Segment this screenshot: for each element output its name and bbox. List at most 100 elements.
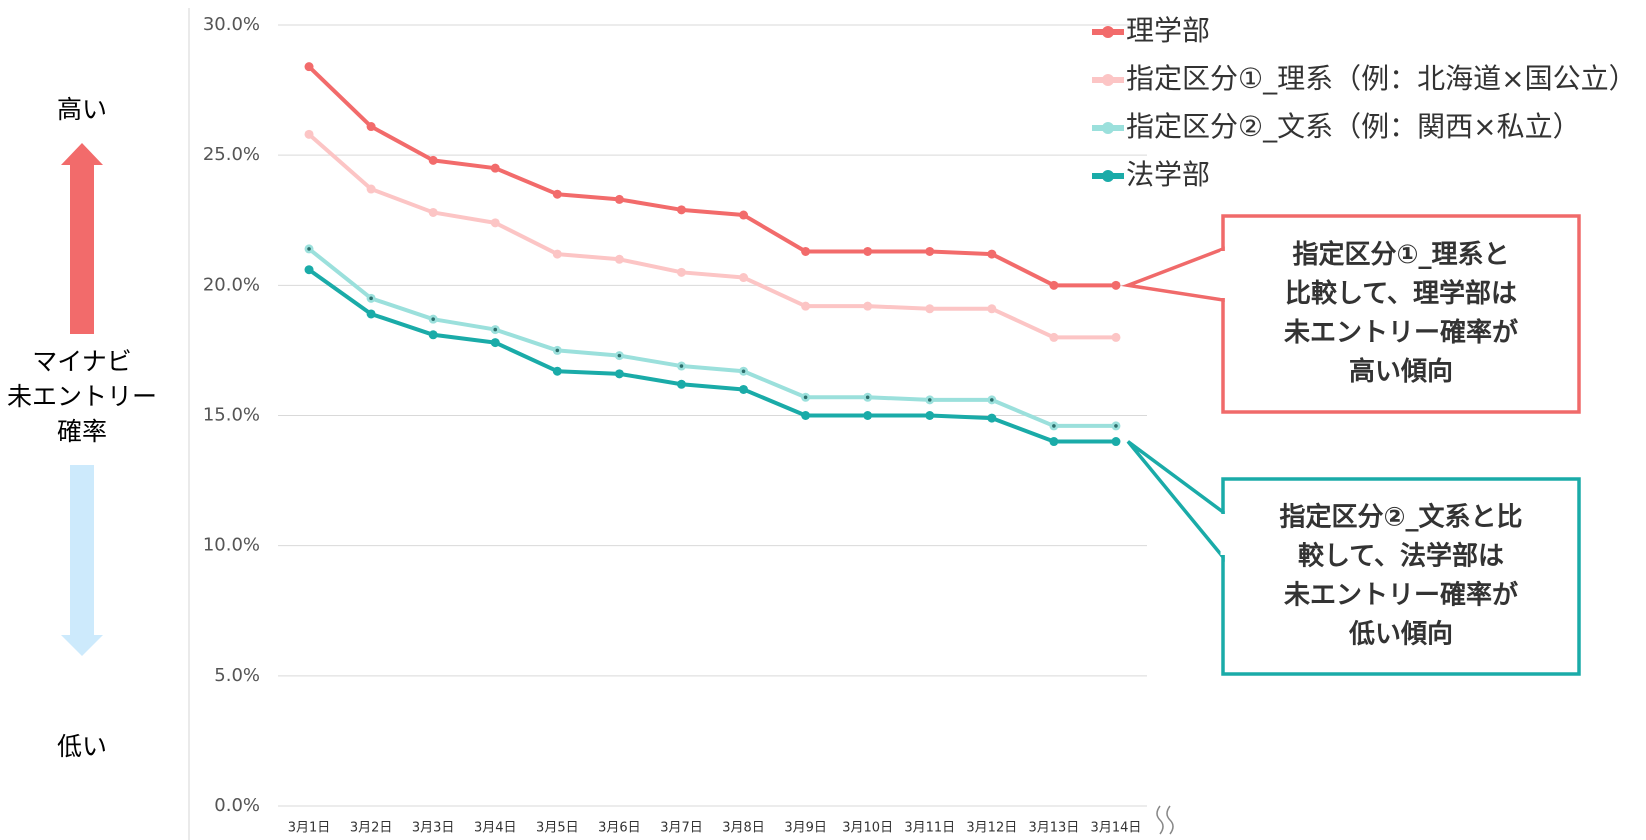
- callout-box: [1221, 477, 1581, 676]
- legend-label: 指定区分②_文系（例：関西×私立）: [1126, 110, 1581, 143]
- x-tick-label: 3月10日: [842, 821, 893, 836]
- data-point: [304, 265, 314, 275]
- x-tick-label: 3月6日: [598, 821, 641, 836]
- x-tick-label: 3月7日: [660, 821, 703, 836]
- data-point: [676, 379, 686, 389]
- low-arrow: [61, 465, 103, 656]
- data-point: [366, 184, 376, 194]
- data-point: [428, 330, 438, 340]
- callout-text: 比較して、理学部は: [1285, 278, 1517, 309]
- data-point: [490, 163, 500, 173]
- data-point: [987, 413, 997, 423]
- data-point: [1111, 332, 1121, 342]
- x-tick-label: 3月2日: [350, 821, 393, 836]
- data-point-core: [679, 364, 684, 368]
- x-tick-label: 3月1日: [288, 821, 331, 836]
- callout-text: 未エントリー確率が: [1284, 580, 1518, 611]
- data-point: [614, 254, 624, 264]
- data-point: [863, 411, 873, 420]
- callout-box: [1221, 214, 1581, 414]
- data-point: [1049, 332, 1059, 342]
- data-point: [428, 207, 438, 217]
- y-tick-label: 10.0%: [203, 535, 260, 556]
- data-point: [490, 218, 500, 228]
- data-point: [490, 338, 500, 348]
- data-point: [366, 309, 376, 319]
- x-tick-label: 3月9日: [784, 821, 827, 836]
- low-label: 低い: [57, 732, 107, 761]
- data-point: [801, 246, 811, 256]
- legend-label: 理学部: [1126, 14, 1210, 47]
- data-point: [676, 205, 686, 215]
- callout-pointer: [1121, 246, 1225, 303]
- axis-break: [1156, 805, 1174, 835]
- data-point-core: [555, 348, 560, 353]
- data-point: [676, 267, 686, 277]
- data-point-core: [927, 398, 932, 402]
- legend-marker: [1102, 26, 1114, 38]
- data-point: [552, 366, 562, 376]
- data-point: [863, 301, 873, 311]
- data-point: [428, 155, 438, 165]
- legend-marker: [1102, 122, 1114, 134]
- y-tick-label: 25.0%: [203, 144, 260, 165]
- axis-label: 未エントリー: [7, 382, 157, 411]
- data-point: [863, 246, 873, 256]
- x-tick-label: 3月5日: [536, 821, 579, 836]
- series-line: [307, 247, 1116, 428]
- data-point: [304, 62, 314, 72]
- x-tick-label: 3月11日: [904, 821, 955, 836]
- high-label: 高い: [57, 95, 107, 124]
- data-point-core: [307, 247, 311, 251]
- series-line: [307, 65, 1116, 288]
- data-point: [1111, 437, 1121, 447]
- x-tick-label: 3月14日: [1091, 821, 1142, 836]
- data-point: [925, 246, 935, 256]
- data-point: [1049, 437, 1059, 447]
- data-point: [366, 122, 376, 132]
- high-arrow: [61, 143, 103, 334]
- data-point: [552, 189, 562, 199]
- callout-text: 指定区分②_文系と比: [1279, 502, 1522, 533]
- data-point: [304, 129, 314, 139]
- data-point: [925, 411, 935, 420]
- x-tick-label: 3月3日: [412, 821, 455, 836]
- data-point-core: [803, 395, 808, 400]
- data-point-core: [865, 395, 870, 400]
- legend-label: 法学部: [1126, 158, 1210, 191]
- data-point: [552, 249, 562, 259]
- series-line: [307, 268, 1116, 444]
- x-tick-label: 3月12日: [966, 821, 1017, 836]
- callout-text: 指定区分①_理系と: [1292, 239, 1509, 270]
- legend-label: 指定区分①_理系（例：北海道×国公立）: [1126, 62, 1637, 95]
- legend-marker: [1102, 170, 1114, 182]
- x-tick-label: 3月13日: [1028, 821, 1079, 836]
- data-point: [1111, 280, 1121, 290]
- callout-text: 較して、法学部は: [1298, 541, 1504, 572]
- x-tick-label: 3月4日: [474, 821, 517, 836]
- data-point-core: [431, 317, 435, 321]
- data-point-core: [369, 296, 373, 301]
- x-tick-label: 3月8日: [722, 821, 765, 836]
- data-point-core: [1052, 424, 1056, 428]
- data-point: [1049, 280, 1059, 290]
- callout-text: 未エントリー確率が: [1284, 317, 1518, 348]
- axis-label: 確率: [57, 417, 107, 446]
- data-point: [739, 384, 749, 394]
- data-point-core: [1114, 424, 1118, 428]
- y-tick-label: 15.0%: [203, 405, 260, 426]
- data-point: [739, 210, 749, 220]
- data-point: [614, 194, 624, 204]
- data-point: [801, 411, 811, 420]
- callout-pointer: [1126, 440, 1225, 562]
- y-tick-label: 20.0%: [203, 274, 260, 295]
- data-point-core: [990, 398, 994, 402]
- data-point: [801, 301, 811, 311]
- data-point: [739, 273, 749, 283]
- data-point: [987, 249, 997, 259]
- legend-marker: [1102, 74, 1114, 86]
- data-point: [925, 304, 935, 314]
- data-point: [614, 369, 624, 379]
- data-point-core: [493, 327, 498, 332]
